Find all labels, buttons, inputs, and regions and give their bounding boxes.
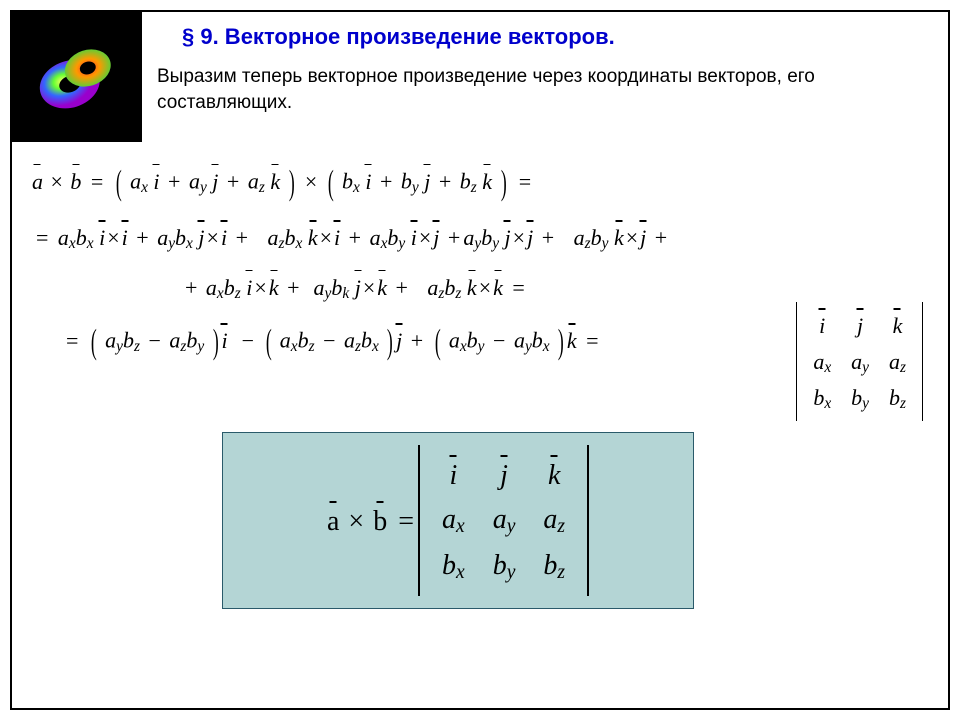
intro-text: Выразим теперь векторное произведение че… [157,64,933,115]
equation-line-2: = axbx i×i + aybx j×i + azbx k×i + axby … [32,222,928,254]
vec-a: a [32,166,43,195]
decorative-icon-box [12,12,142,142]
slide-frame: § 9. Векторное произведение векторов. Вы… [10,10,950,710]
equation-line-3: + axbz i×k + aybk j×k + azbz k×k = [32,272,928,304]
result-formula-box: a × b = i j k ax ay az bx by b [222,432,694,609]
result-determinant: i j k ax ay az bx by bz [418,445,589,596]
math-derivation: a × b = ( ax i + ay j + az k ) × ( bx i … [32,162,928,382]
equation-line-1: a × b = ( ax i + ay j + az k ) × ( bx i … [32,162,928,204]
equation-line-4: = ( aybz − azby )i − ( axbz − azbx )j + … [32,321,928,363]
determinant-small: i j k ax ay az bx by bz [796,302,923,421]
result-lhs: a × b = [327,503,418,538]
section-title: § 9. Векторное произведение векторов. [182,24,928,50]
rainbow-torus-icon [32,32,122,122]
vec-b: b [70,166,81,195]
